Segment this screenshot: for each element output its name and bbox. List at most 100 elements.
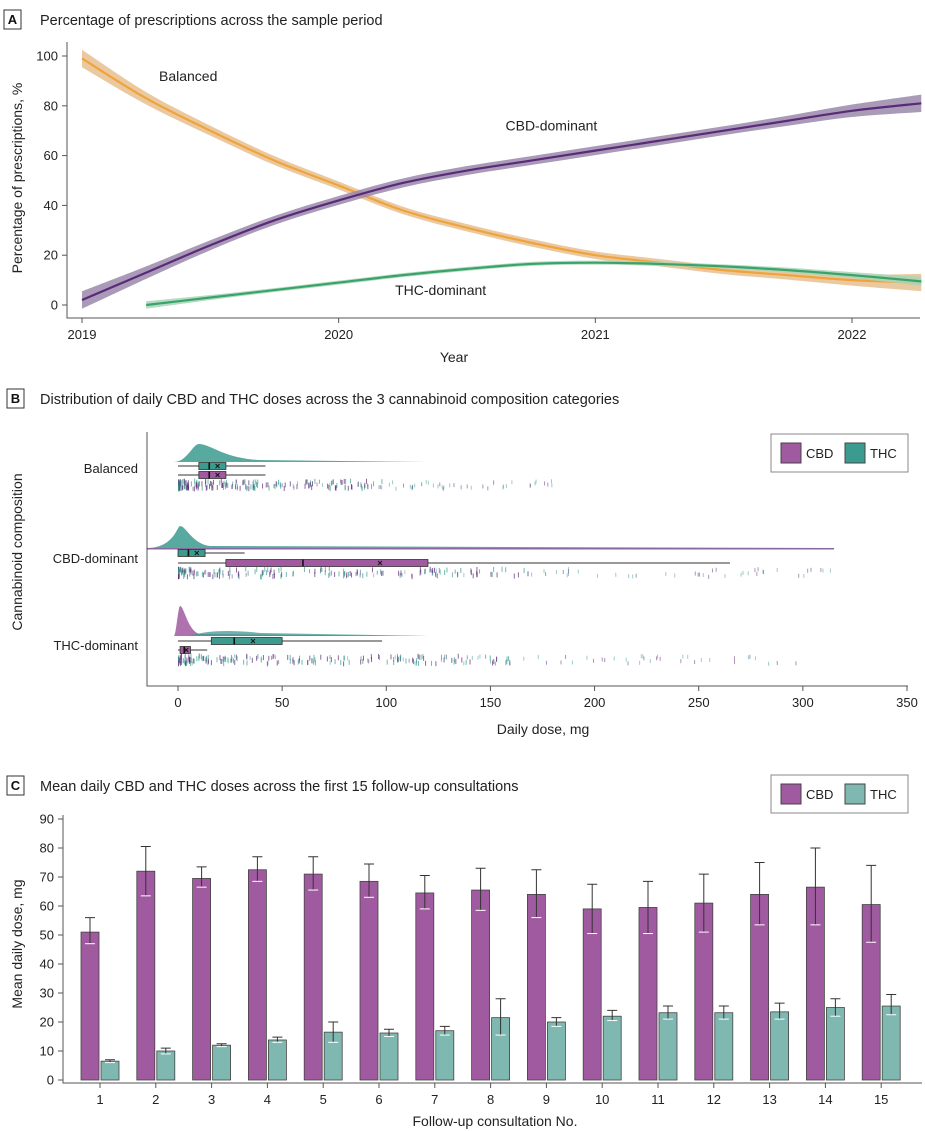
panel-b-point <box>218 569 220 575</box>
panel-b-point <box>209 480 211 486</box>
panel-c-xtick-label: 8 <box>487 1092 494 1107</box>
panel-b-point <box>184 569 186 575</box>
panel-b-point <box>180 570 182 576</box>
panel-b-point <box>320 654 322 660</box>
panel-b-point <box>321 482 323 487</box>
panel-b-point <box>642 654 644 659</box>
panel-b-point <box>754 568 756 573</box>
panel-b-point <box>487 486 489 491</box>
panel-b-point <box>201 571 203 577</box>
panel-b-point <box>388 482 390 487</box>
panel-b-box-thc <box>177 549 206 557</box>
panel-b-point <box>329 571 331 577</box>
panel-b-point <box>615 572 617 577</box>
panel-b-point <box>182 658 184 664</box>
panel-b-point <box>276 482 278 488</box>
panel-b-point <box>708 574 710 579</box>
panel-b-point <box>431 570 433 576</box>
panel-b-point <box>344 570 346 575</box>
panel-b-point <box>289 481 291 487</box>
panel-b-point <box>409 484 411 489</box>
panel-b-point <box>198 656 200 662</box>
panel-c-errorbar-thc <box>439 1025 450 1036</box>
panel-b-point <box>362 655 364 661</box>
panel-b-point <box>242 480 244 486</box>
panel-b-point <box>340 659 342 665</box>
panel-b-point <box>733 656 735 661</box>
panel-b-point <box>247 485 249 490</box>
panel-b-xtick-label: 100 <box>375 695 397 710</box>
panel-b-point <box>381 570 383 576</box>
panel-c-bar-cbd <box>527 894 546 1081</box>
panel-b-point <box>280 566 282 572</box>
panel-b-point <box>223 661 225 667</box>
panel-b-point <box>446 654 448 660</box>
panel-b-point <box>220 658 222 664</box>
panel-c-errorbar-thc <box>495 998 506 1036</box>
panel-b-point <box>292 658 294 664</box>
panel-b-mean-thc <box>250 638 256 644</box>
panel-b-point <box>180 657 182 663</box>
panel-b-point <box>246 486 248 492</box>
panel-b-point <box>190 568 192 573</box>
panel-b-point <box>192 570 194 576</box>
panel-b-point <box>178 479 180 485</box>
panel-b-point <box>278 660 280 665</box>
panel-b-point <box>296 481 298 486</box>
panel-b-point <box>297 659 299 665</box>
panel-b-density-1 <box>146 526 835 548</box>
panel-b-point <box>264 566 266 572</box>
panel-c-bar-thc <box>379 1032 399 1081</box>
panel-b-point <box>239 485 241 491</box>
panel-b-point <box>207 658 209 664</box>
panel-b-point <box>280 483 282 489</box>
panel-b-point <box>179 658 181 664</box>
panel-b-point <box>381 485 383 490</box>
panel-b-point <box>299 655 301 661</box>
panel-b-point <box>186 485 188 490</box>
panel-b-point <box>343 478 345 484</box>
panel-b-point <box>187 482 189 488</box>
panel-b-point <box>227 659 229 664</box>
panel-b-point <box>231 656 233 662</box>
panel-b-point <box>208 483 210 489</box>
panel-b-point <box>754 656 756 661</box>
panel-c-xtick-label: 6 <box>375 1092 382 1107</box>
panel-c-letter: C <box>11 778 21 793</box>
panel-b-mean-thc <box>215 463 220 469</box>
panel-b-point <box>181 659 183 665</box>
panel-b: B Distribution of daily CBD and THC dose… <box>6 388 918 737</box>
panel-b-point <box>640 654 642 659</box>
panel-b-point <box>411 486 413 491</box>
panel-b-point <box>463 573 465 578</box>
panel-b-point <box>340 479 342 484</box>
panel-b-point <box>182 484 184 490</box>
panel-b-point <box>822 568 824 573</box>
panel-c-letter-box <box>6 775 25 796</box>
panel-b-point <box>350 478 352 484</box>
panel-b-point <box>734 660 736 665</box>
panel-b-point <box>222 656 224 662</box>
panel-b-point <box>763 570 765 575</box>
panel-b-point <box>184 484 186 490</box>
panel-b-point <box>347 656 349 661</box>
panel-b-point <box>293 485 295 490</box>
panel-b-point <box>267 567 269 573</box>
panel-b-point <box>334 571 336 577</box>
panel-b-point <box>482 484 484 489</box>
panel-b-letter: B <box>11 391 20 406</box>
panel-b-point <box>392 480 394 485</box>
panel-b-point <box>378 655 380 661</box>
panel-b-point <box>454 569 456 574</box>
panel-b-point <box>463 661 465 666</box>
panel-b-point <box>491 572 493 578</box>
panel-b-point <box>256 655 258 661</box>
panel-b-point <box>304 483 306 489</box>
panel-b-point <box>649 659 651 664</box>
panel-b-point <box>246 653 248 659</box>
panel-c-bar-cbd <box>359 880 379 1081</box>
panel-b-point <box>280 573 282 579</box>
panel-c-title: Mean daily CBD and THC doses across the … <box>40 779 518 795</box>
panel-b-xtick-label: 150 <box>480 695 502 710</box>
panel-b-point <box>430 568 432 573</box>
